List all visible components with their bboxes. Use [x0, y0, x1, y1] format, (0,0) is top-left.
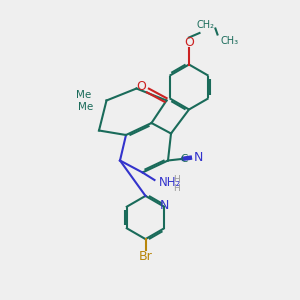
- Text: O: O: [184, 36, 194, 49]
- Text: O: O: [136, 80, 146, 94]
- Text: NH₂: NH₂: [159, 176, 181, 190]
- Text: Br: Br: [139, 250, 152, 263]
- Text: CH₃: CH₃: [220, 35, 238, 46]
- Text: H: H: [173, 176, 180, 184]
- Text: N: N: [160, 199, 170, 212]
- Text: C: C: [180, 154, 187, 164]
- Text: N: N: [194, 151, 203, 164]
- Text: CH₂: CH₂: [196, 20, 214, 31]
- Text: H: H: [173, 184, 180, 193]
- Text: Me: Me: [78, 102, 93, 112]
- Text: Me: Me: [76, 90, 92, 100]
